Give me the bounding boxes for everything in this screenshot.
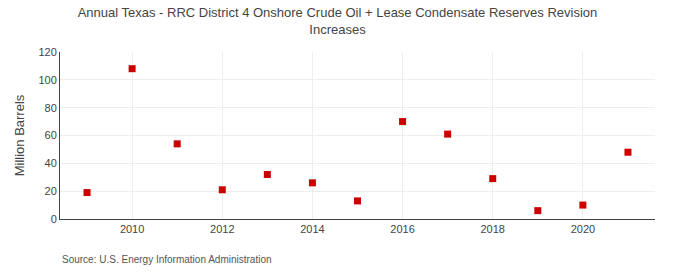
svg-text:2010: 2010 <box>120 223 144 235</box>
svg-text:2012: 2012 <box>210 223 234 235</box>
svg-text:100: 100 <box>38 74 56 86</box>
svg-text:60: 60 <box>45 129 57 141</box>
svg-text:40: 40 <box>45 157 57 169</box>
svg-text:80: 80 <box>45 102 57 114</box>
svg-text:Million Barrels: Million Barrels <box>12 94 27 176</box>
svg-text:120: 120 <box>38 46 56 58</box>
svg-text:Annual Texas - RRC District 4: Annual Texas - RRC District 4 Onshore Cr… <box>78 5 598 37</box>
svg-text:0: 0 <box>51 213 57 225</box>
svg-text:2014: 2014 <box>300 223 324 235</box>
svg-text:2016: 2016 <box>390 223 414 235</box>
svg-text:Source: U.S. Energy Informatio: Source: U.S. Energy Information Administ… <box>62 254 272 265</box>
svg-text:20: 20 <box>45 185 57 197</box>
svg-text:2018: 2018 <box>480 223 504 235</box>
svg-text:2020: 2020 <box>571 223 595 235</box>
